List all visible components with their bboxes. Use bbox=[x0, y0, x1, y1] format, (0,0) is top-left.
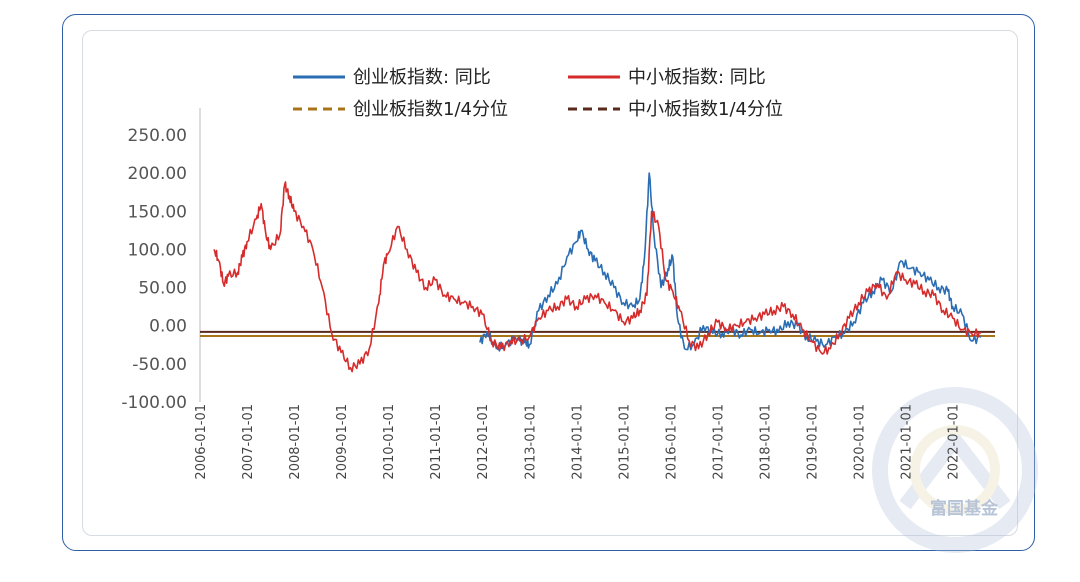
x-tick-label: 2007-01-01 bbox=[241, 404, 256, 480]
y-tick-label: 200.00 bbox=[128, 164, 187, 184]
x-tick-label: 2022-01-01 bbox=[947, 404, 962, 480]
y-axis-ticks: 250.00 200.00 150.00 100.00 50.00 0.00 -50.00 -… bbox=[121, 126, 187, 413]
legend-label-sme-yoy: 中小板指数: 同比 bbox=[628, 67, 766, 88]
x-tick-label: 2019-01-01 bbox=[806, 404, 821, 480]
y-tick-label: 250.00 bbox=[128, 126, 187, 146]
x-tick-label: 2014-01-01 bbox=[570, 404, 585, 480]
series-layer bbox=[213, 172, 982, 373]
y-tick-label: -50.00 bbox=[132, 355, 187, 375]
legend-label-chinext-yoy: 创业板指数: 同比 bbox=[353, 67, 491, 88]
x-tick-label: 2015-01-01 bbox=[617, 404, 632, 480]
watermark-text: 富国基金 bbox=[930, 498, 999, 519]
x-tick-label: 2006-01-01 bbox=[194, 404, 209, 480]
x-tick-label: 2008-01-01 bbox=[288, 404, 303, 480]
quartile-reference-lines bbox=[200, 330, 995, 338]
x-tick-label: 2012-01-01 bbox=[476, 404, 491, 480]
x-tick-label: 2013-01-01 bbox=[523, 404, 538, 480]
y-tick-label: 50.00 bbox=[138, 279, 187, 299]
x-tick-label: 2010-01-01 bbox=[382, 404, 397, 480]
x-axis-ticks: 2006-01-01 2007-01-01 2008-01-01 2009-01-01… bbox=[194, 404, 962, 480]
x-tick-label: 2021-01-01 bbox=[900, 404, 915, 480]
x-tick-label: 2016-01-01 bbox=[664, 404, 679, 480]
series-line-chinext-yoy bbox=[479, 172, 982, 352]
y-tick-label: 100.00 bbox=[128, 240, 187, 260]
x-tick-label: 2017-01-01 bbox=[711, 404, 726, 480]
chart-panel bbox=[82, 30, 1018, 536]
y-tick-label: 150.00 bbox=[128, 202, 187, 222]
legend: 创业板指数: 同比 中小板指数: 同比 创业板指数1/4分位 中小板指数1/4分… bbox=[293, 67, 783, 120]
series-line-sme-yoy bbox=[213, 181, 982, 373]
legend-label-sme-quartile: 中小板指数1/4分位 bbox=[628, 99, 783, 120]
y-tick-label: 0.00 bbox=[149, 317, 187, 337]
x-tick-label: 2009-01-01 bbox=[335, 404, 350, 480]
x-tick-label: 2011-01-01 bbox=[429, 404, 444, 480]
y-tick-label: -100.00 bbox=[121, 393, 187, 413]
x-tick-label: 2020-01-01 bbox=[853, 404, 868, 480]
outer-frame bbox=[62, 14, 1035, 551]
x-tick-label: 2018-01-01 bbox=[758, 404, 773, 480]
watermark-logo bbox=[872, 387, 1038, 553]
legend-label-chinext-quartile: 创业板指数1/4分位 bbox=[353, 99, 508, 120]
